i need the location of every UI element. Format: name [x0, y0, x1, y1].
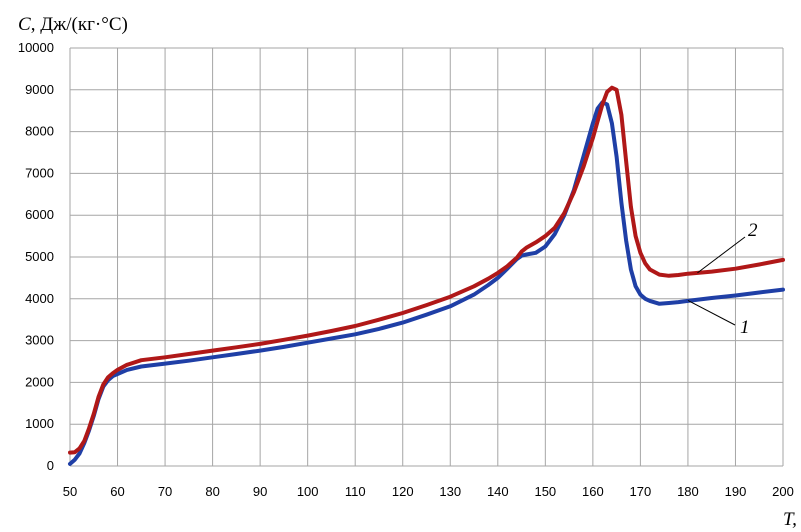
x-tick-label: 80 [205, 484, 219, 499]
y-tick-label: 3000 [25, 333, 54, 348]
x-axis-label: T, [783, 509, 797, 530]
y-tick-labels: 0 1000 2000 3000 4000 5000 6000 7000 8000 9000 100… [18, 40, 54, 473]
series-1-line [68, 100, 785, 466]
y-axis-label: C, Дж/(кг·°C) [18, 14, 128, 35]
series-layer [68, 85, 785, 466]
x-tick-label: 70 [158, 484, 172, 499]
curve-label-1: 1 [740, 317, 750, 338]
y-tick-label: 1000 [25, 416, 54, 431]
y-tick-label: 9000 [25, 82, 54, 97]
x-tick-label: 150 [534, 484, 556, 499]
x-tick-label: 170 [630, 484, 652, 499]
y-tick-label: 0 [47, 458, 54, 473]
x-tick-label: 180 [677, 484, 699, 499]
y-axis-symbol: C [18, 14, 31, 35]
x-tick-label: 100 [297, 484, 319, 499]
x-tick-label: 50 [63, 484, 77, 499]
y-tick-label: 5000 [25, 249, 54, 264]
x-tick-label: 110 [345, 484, 366, 499]
x-tick-label: 130 [439, 484, 461, 499]
series-2-line [68, 85, 785, 455]
leader-line-1 [687, 300, 736, 326]
annotation-layer: 21 [687, 220, 758, 338]
x-tick-label: 190 [725, 484, 747, 499]
grid [69, 47, 784, 467]
y-tick-label: 7000 [25, 165, 54, 180]
leader-line-2 [697, 236, 746, 274]
x-tick-label: 140 [487, 484, 509, 499]
y-tick-label: 10000 [18, 40, 54, 55]
x-tick-label: 120 [392, 484, 414, 499]
x-tick-label: 60 [110, 484, 124, 499]
y-tick-label: 8000 [25, 124, 54, 139]
x-tick-label: 160 [582, 484, 604, 499]
y-axis-unit: , Дж/(кг·°C) [31, 14, 128, 35]
y-tick-label: 6000 [25, 207, 54, 222]
x-tick-labels: 50 60 70 80 90 100 110 120 130 140 150 160 170 180 190… [63, 484, 794, 499]
x-tick-label: 90 [253, 484, 267, 499]
curve-label-2: 2 [748, 220, 758, 241]
y-tick-label: 2000 [25, 374, 54, 389]
x-tick-label: 200 [772, 484, 794, 499]
y-tick-label: 4000 [25, 291, 54, 306]
